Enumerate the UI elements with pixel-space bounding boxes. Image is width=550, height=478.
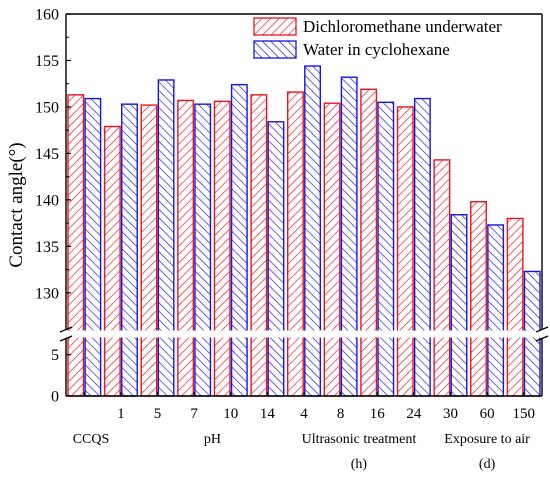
- bar-water-5: [267, 121, 285, 397]
- bar-water-3: [194, 103, 212, 397]
- axis-break-mark-3: [535, 335, 549, 342]
- bar-dichloromethane-4: [213, 100, 231, 397]
- x-category-label-24: 24: [406, 406, 422, 422]
- group-label: CCQS: [73, 432, 110, 447]
- bar-dichloromethane-1: [103, 125, 121, 397]
- axis-break-mark-0: [59, 326, 73, 333]
- y-tick-label-155: 155: [35, 53, 59, 70]
- bar-dichloromethane-10: [433, 159, 451, 397]
- x-category-label-14: 14: [260, 406, 276, 422]
- bar-water-4: [230, 83, 248, 397]
- x-category-label-60: 60: [480, 406, 495, 422]
- y-axis-title: Contact angle(°): [6, 142, 27, 267]
- group-label: Ultrasonic treatment: [302, 432, 417, 447]
- y-tick-label-150: 150: [35, 99, 59, 116]
- x-category-label-10: 10: [223, 406, 238, 422]
- bar-water-6: [304, 65, 321, 397]
- y-tick-label-5: 5: [51, 347, 59, 364]
- y-tick-label-135: 135: [35, 239, 59, 256]
- group-label: (d): [479, 457, 496, 472]
- bar-dichloromethane-8: [360, 88, 378, 397]
- bar-dichloromethane-2: [140, 104, 158, 397]
- axis-break-mark-1: [59, 335, 73, 342]
- bar-water-0: [84, 97, 102, 397]
- bar-water-7: [340, 76, 358, 397]
- legend: Dichloromethane underwater Water in cyclo…: [253, 17, 502, 59]
- bar-dichloromethane-0: [67, 94, 85, 397]
- x-category-label-1: 1: [117, 406, 125, 422]
- bar-dichloromethane-5: [250, 94, 268, 397]
- bar-water-8: [377, 101, 395, 397]
- bar-water-10: [450, 214, 468, 397]
- axis-break-mark-2: [535, 326, 549, 333]
- bar-dichloromethane-9: [396, 106, 414, 397]
- x-category-label-16: 16: [370, 406, 386, 422]
- axis-break-gap: [60, 330, 548, 338]
- legend-label-0: Dichloromethane underwater: [303, 17, 502, 36]
- legend-swatch-0: [253, 17, 297, 36]
- x-category-label-4: 4: [300, 406, 308, 422]
- y-tick-label-130: 130: [35, 285, 59, 302]
- bar-water-1: [121, 103, 138, 397]
- x-category-label-7: 7: [190, 406, 198, 422]
- group-label: pH: [204, 432, 221, 447]
- y-tick-label-140: 140: [35, 192, 59, 209]
- y-tick-label-145: 145: [35, 146, 59, 163]
- bar-water-11: [487, 224, 505, 397]
- legend-swatch-1: [253, 40, 297, 59]
- bar-water-9: [413, 97, 431, 397]
- bar-dichloromethane-3: [177, 99, 195, 397]
- group-label: (h): [351, 457, 368, 472]
- y-tick-label-160: 160: [35, 7, 59, 24]
- x-category-label-5: 5: [154, 406, 162, 422]
- x-category-label-30: 30: [443, 406, 458, 422]
- x-category-label-8: 8: [337, 406, 345, 422]
- bar-water-2: [157, 79, 175, 397]
- bar-dichloromethane-11: [470, 201, 487, 397]
- x-category-label-150: 150: [512, 406, 535, 422]
- legend-label-1: Water in cyclohexane: [303, 40, 450, 59]
- bar-dichloromethane-12: [506, 217, 524, 397]
- group-label: Exposure to air: [444, 432, 530, 447]
- bar-dichloromethane-7: [323, 102, 341, 397]
- y-tick-label-0: 0: [51, 389, 59, 406]
- bar-dichloromethane-6: [287, 91, 304, 397]
